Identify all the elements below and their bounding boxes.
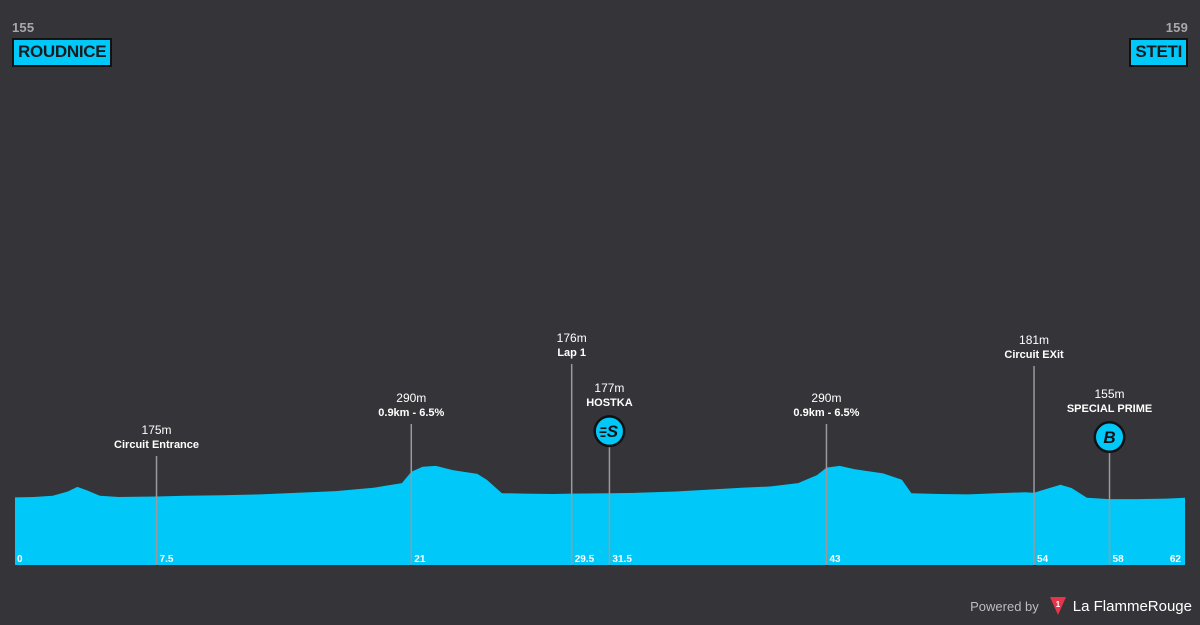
marker-altitude: 290m <box>396 391 426 405</box>
ticks-layer: 0 62 7.5 21 29.5 31.5 43 54 58 <box>17 554 1181 565</box>
icon-letter: S <box>607 422 619 441</box>
tick-label: 21 <box>414 554 426 565</box>
finish-name: STETI <box>1129 38 1188 67</box>
tick-label-end: 62 <box>1170 554 1182 565</box>
marker-altitude: 155m <box>1095 387 1125 401</box>
start-location: 155 ROUDNICE <box>12 20 113 67</box>
marker-altitude: 176m <box>557 331 587 345</box>
tick-label: 29.5 <box>575 554 595 565</box>
start-name: ROUDNICE <box>12 38 113 67</box>
tick-label-start: 0 <box>17 554 23 565</box>
logo-glyph: 1 <box>1056 600 1061 609</box>
la-flamme-rouge-logo-icon: 1 <box>1049 597 1066 615</box>
finish-altitude: 159 <box>1165 20 1188 35</box>
tick-label: 7.5 <box>160 554 174 565</box>
powered-by-text: Powered by <box>970 598 1039 614</box>
marker-label: SPECIAL PRIME <box>1067 403 1152 415</box>
marker-altitude: 175m <box>142 423 172 437</box>
sprint-icon: S <box>593 415 626 448</box>
tick-label: 54 <box>1037 554 1049 565</box>
marker-altitude: 181m <box>1019 333 1049 347</box>
marker-label: Circuit Entrance <box>114 439 199 451</box>
marker-label: Lap 1 <box>557 347 586 359</box>
footer: Powered by 1 La FlammeRouge <box>970 596 1192 616</box>
marker-altitude: 290m <box>811 391 841 405</box>
icon-letter: B <box>1103 428 1115 447</box>
start-altitude: 155 <box>12 20 35 35</box>
marker-label: Circuit EXit <box>1004 349 1064 361</box>
elevation-profile-area <box>15 465 1185 565</box>
marker-label: 0.9km - 6.5% <box>793 407 859 419</box>
brand-name: La FlammeRouge <box>1072 597 1192 615</box>
finish-location: 159 STETI <box>1129 20 1188 67</box>
tick-label: 58 <box>1113 554 1125 565</box>
bonus-icon: B <box>1093 421 1126 454</box>
marker-altitude: 177m <box>594 381 624 395</box>
tick-label: 43 <box>829 554 841 565</box>
marker-label: 0.9km - 6.5% <box>378 407 444 419</box>
markers-layer: 175m Circuit Entrance 290m 0.9km - 6.5% 176m… <box>114 331 1152 565</box>
marker-label: HOSTKA <box>586 397 633 409</box>
tick-label: 31.5 <box>612 554 632 565</box>
